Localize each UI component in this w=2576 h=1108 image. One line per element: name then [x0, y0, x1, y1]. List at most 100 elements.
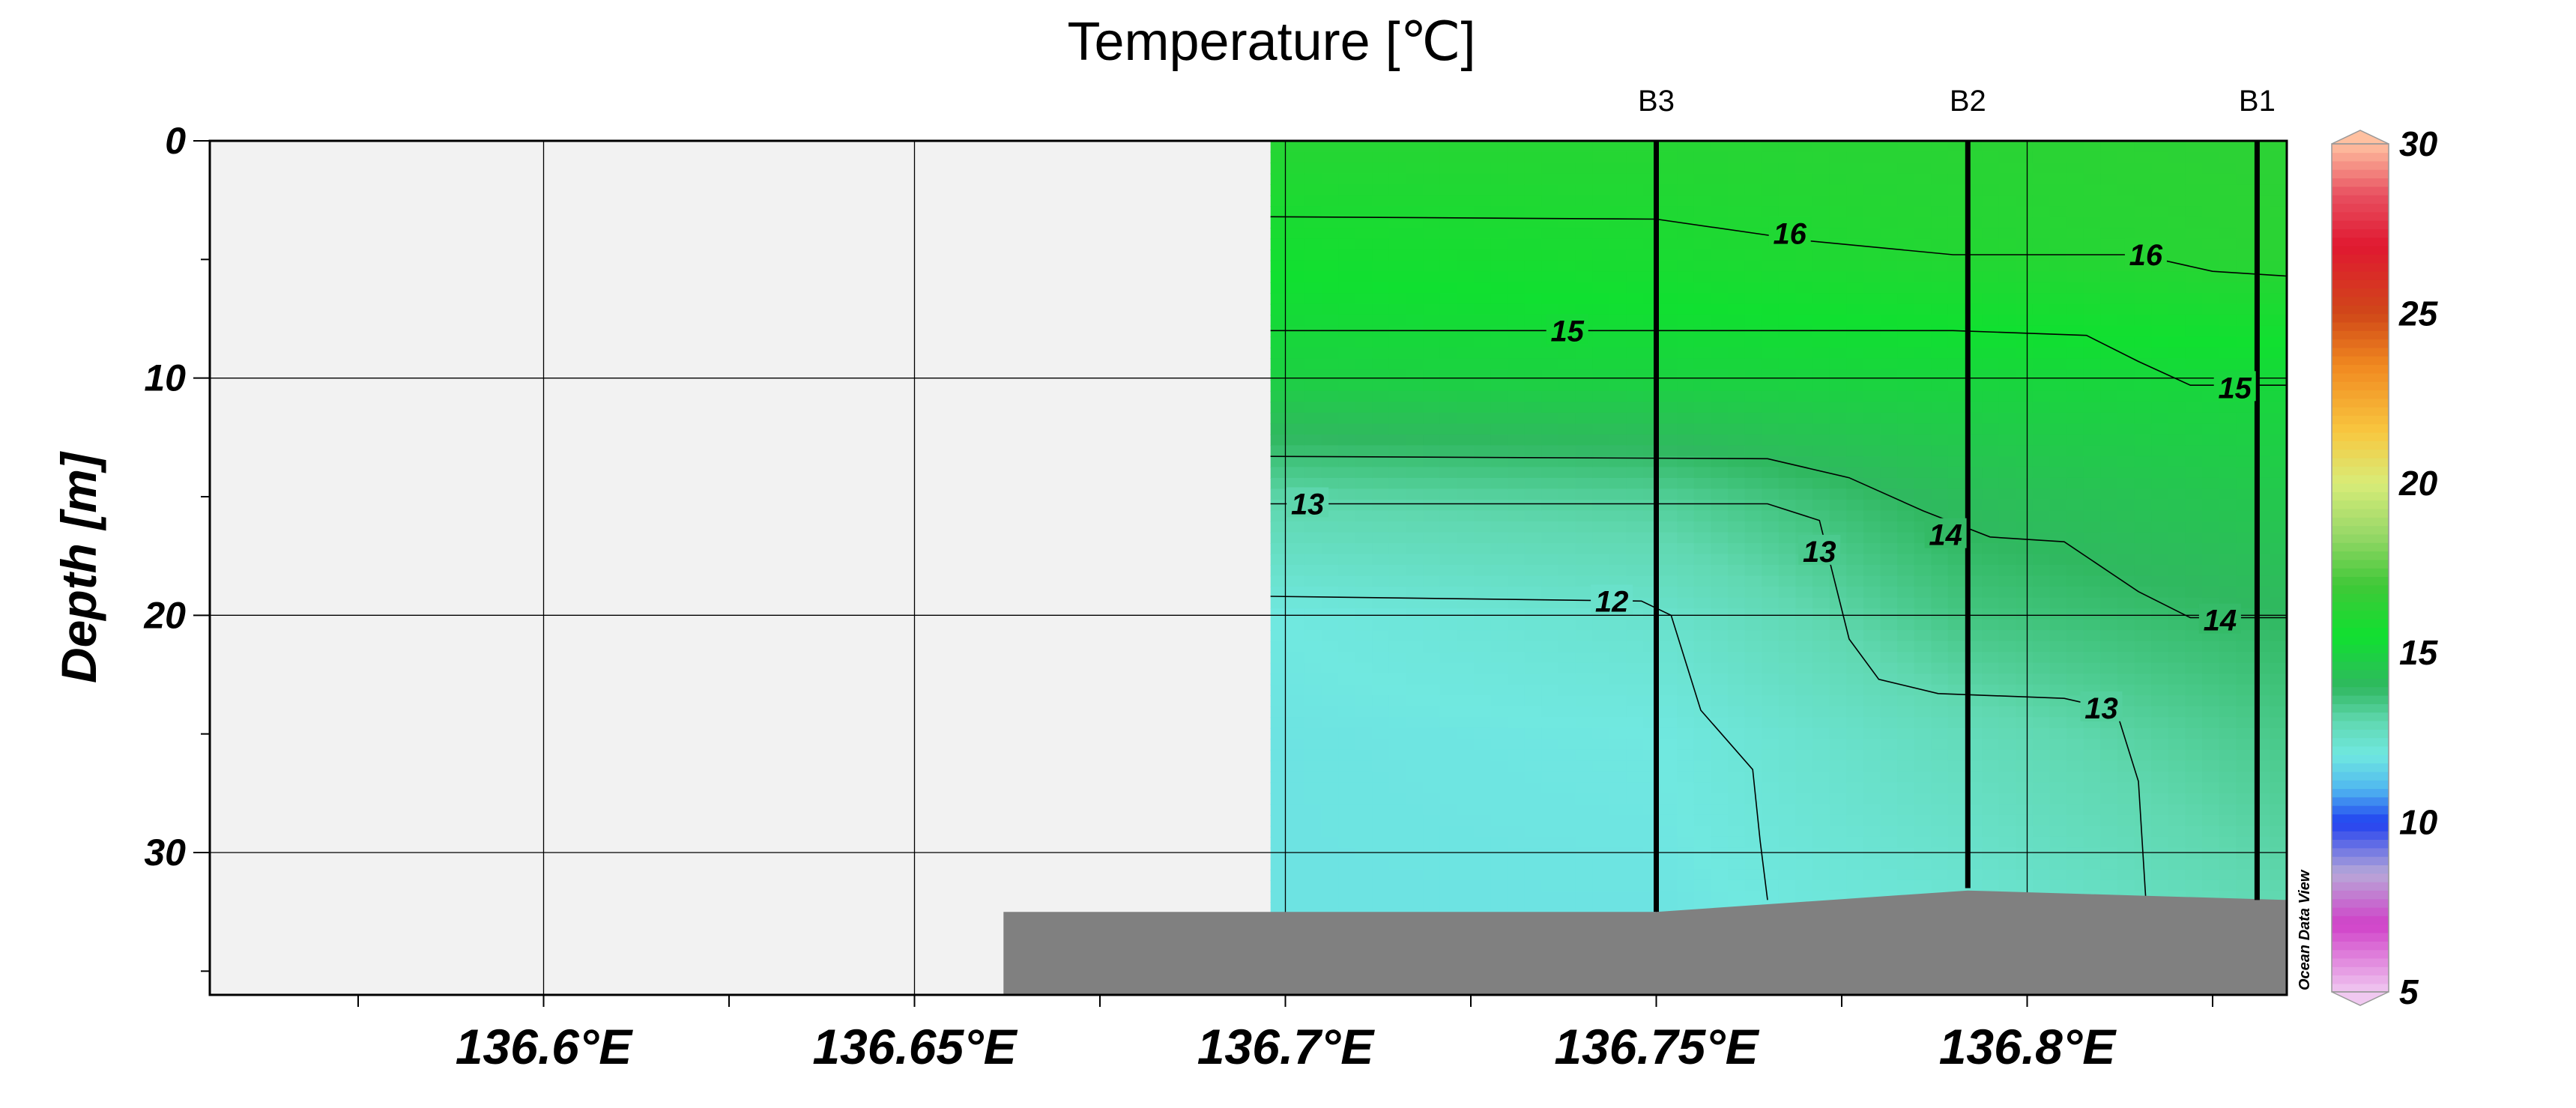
field-cell [1812, 749, 1830, 762]
field-cell [1304, 793, 1322, 805]
field-cell [2100, 575, 2118, 588]
field-cell [1693, 858, 1712, 871]
field-cell [1728, 390, 1746, 403]
field-cell [1846, 303, 1864, 316]
field-cell [1914, 782, 1932, 794]
field-cell [1439, 423, 1458, 435]
field-cell [1711, 771, 1729, 784]
field-cell [2032, 826, 2051, 838]
field-cell [1660, 695, 1678, 707]
field-cell [1423, 858, 1441, 871]
field-cell [1728, 891, 1746, 903]
field-cell [1846, 217, 1864, 229]
field-cell [2100, 760, 2118, 772]
field-cell [1728, 826, 1746, 838]
field-cell [2100, 282, 2118, 294]
field-cell [2083, 869, 2102, 881]
field-cell [1609, 455, 1627, 468]
field-cell [1474, 565, 1492, 577]
field-cell [1508, 706, 1526, 718]
field-cell [1677, 206, 1695, 218]
field-cell [1490, 173, 1509, 185]
field-cell [2202, 760, 2220, 772]
field-cell [1626, 739, 1644, 751]
field-cell [1931, 369, 1949, 381]
field-cell [1439, 554, 1458, 566]
field-cell [2151, 445, 2169, 457]
field-cell [2100, 630, 2118, 642]
field-cell [1372, 662, 1390, 675]
field-cell [1558, 282, 1576, 294]
field-cell [1812, 739, 1830, 751]
field-cell [1541, 749, 1559, 762]
field-cell [2016, 662, 2034, 675]
field-cell [1660, 565, 1678, 577]
field-cell [1863, 880, 1881, 892]
colorbar-segment [2332, 678, 2389, 688]
field-cell [1998, 695, 2017, 707]
field-cell [2134, 771, 2153, 784]
field-cell [1372, 163, 1390, 175]
field-cell [1998, 500, 2017, 512]
field-cell [1829, 500, 1848, 512]
colorbar-segment [2332, 169, 2389, 179]
field-cell [1321, 282, 1340, 294]
field-cell [1744, 814, 1763, 827]
field-cell [1423, 673, 1441, 685]
field-cell [1372, 369, 1390, 381]
field-cell [2151, 141, 2169, 153]
field-cell [1388, 423, 1407, 435]
field-cell [2168, 630, 2186, 642]
field-cell [1677, 749, 1695, 762]
field-cell [2202, 455, 2220, 468]
field-cell [2185, 249, 2203, 261]
field-cell [1524, 826, 1543, 838]
field-cell [1524, 390, 1543, 403]
field-cell [1524, 619, 1543, 632]
field-cell [1762, 510, 1780, 522]
field-cell [1304, 662, 1322, 675]
field-cell [1846, 782, 1864, 794]
field-cell [1762, 652, 1780, 664]
field-cell [1626, 151, 1644, 163]
field-cell [1863, 380, 1881, 392]
field-cell [1897, 727, 1915, 740]
field-cell [1592, 228, 1610, 240]
field-cell [1795, 510, 1814, 522]
field-cell [1812, 641, 1830, 653]
field-cell [1508, 727, 1526, 740]
field-cell [2032, 369, 2051, 381]
field-cell [2117, 228, 2135, 240]
colorbar-frame [2331, 143, 2389, 993]
field-cell [1947, 369, 1966, 381]
field-cell [1439, 217, 1458, 229]
field-cell [2032, 793, 2051, 805]
field-cell [2134, 217, 2153, 229]
field-cell [1304, 434, 1322, 446]
field-cell [2083, 749, 2102, 762]
field-cell [1660, 217, 1678, 229]
field-cell [1490, 347, 1509, 360]
field-cell [1321, 902, 1340, 914]
field-cell [1439, 390, 1458, 403]
field-cell [1338, 727, 1356, 740]
field-cell [1388, 706, 1407, 718]
field-cell [1778, 500, 1797, 512]
field-cell [1490, 630, 1509, 642]
field-cell [1270, 271, 1289, 283]
field-cell [1609, 195, 1627, 208]
field-cell [1474, 652, 1492, 664]
field-cell [1778, 565, 1797, 577]
field-cell [1795, 390, 1814, 403]
field-cell [2202, 173, 2220, 185]
field-cell [1474, 303, 1492, 316]
field-cell [1897, 238, 1915, 251]
field-cell [1846, 347, 1864, 360]
field-cell [1287, 608, 1305, 620]
field-cell [1575, 445, 1594, 457]
field-cell [1575, 739, 1594, 751]
field-cell [2100, 477, 2118, 490]
field-cell [2185, 597, 2203, 610]
field-cell [1897, 587, 1915, 599]
field-cell [2151, 282, 2169, 294]
